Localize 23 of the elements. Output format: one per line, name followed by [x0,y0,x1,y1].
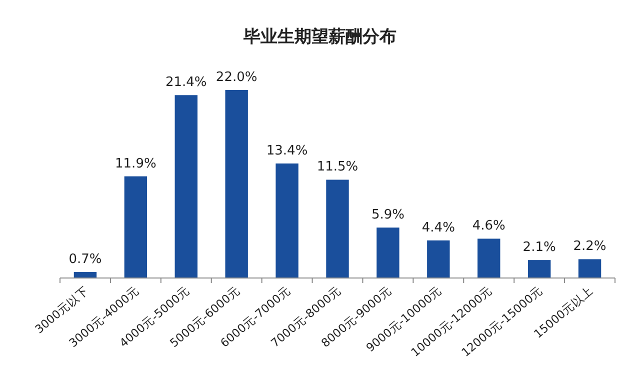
data-label: 11.5% [316,160,358,175]
data-label: 13.4% [266,143,308,158]
data-label: 2.2% [573,239,606,254]
data-label: 0.7% [68,252,102,268]
data-label: 4.4% [422,220,455,236]
bar [225,90,248,278]
bar [427,240,450,278]
chart-title: 毕业生期望薪酬分布 [242,27,396,47]
data-label: 22.0% [216,70,258,85]
data-label: 11.9% [115,156,156,172]
data-label: 4.6% [472,218,506,234]
bar [478,238,500,278]
bar [376,228,400,278]
bar [326,180,349,278]
bar [174,95,198,278]
data-label: 5.9% [371,208,404,223]
data-label: 2.1% [522,240,556,256]
bar [124,176,148,278]
data-label: 21.4% [165,75,207,90]
bar [528,260,551,278]
bar [276,163,298,278]
bar [578,259,602,278]
bar [74,272,97,278]
